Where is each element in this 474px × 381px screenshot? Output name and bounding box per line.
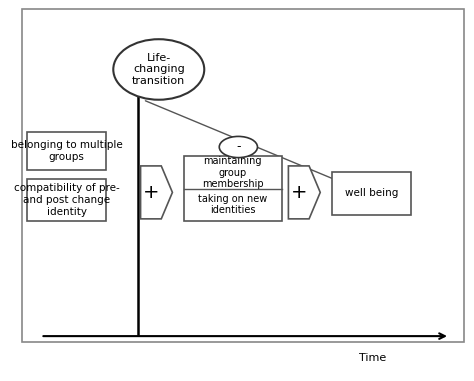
Text: maintaining
group
membership: maintaining group membership xyxy=(202,156,264,189)
Text: belonging to multiple
groups: belonging to multiple groups xyxy=(11,140,123,162)
Ellipse shape xyxy=(219,136,257,158)
Text: Life-
changing
transition: Life- changing transition xyxy=(132,53,185,86)
Text: -: - xyxy=(236,141,241,154)
Text: +: + xyxy=(291,183,307,202)
Polygon shape xyxy=(141,166,173,219)
Text: +: + xyxy=(143,183,159,202)
FancyBboxPatch shape xyxy=(22,9,464,342)
FancyBboxPatch shape xyxy=(27,179,107,221)
FancyBboxPatch shape xyxy=(332,171,411,215)
Ellipse shape xyxy=(113,39,204,100)
FancyBboxPatch shape xyxy=(27,132,107,170)
FancyBboxPatch shape xyxy=(184,157,282,221)
Text: compatibility of pre-
and post change
identity: compatibility of pre- and post change id… xyxy=(14,183,119,216)
Text: Time: Time xyxy=(359,353,386,363)
Text: taking on new
identities: taking on new identities xyxy=(198,194,267,216)
Polygon shape xyxy=(288,166,320,219)
Text: well being: well being xyxy=(345,188,398,199)
